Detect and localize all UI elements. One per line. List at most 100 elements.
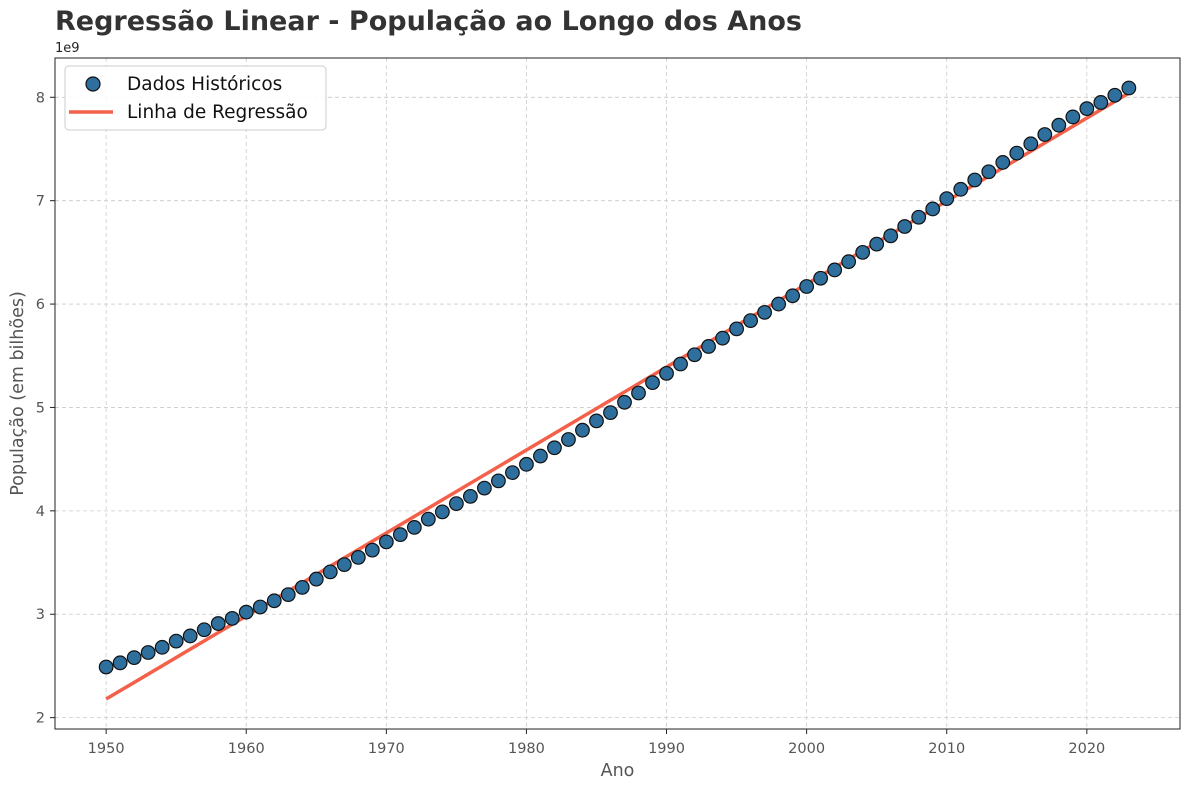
data-point-2013	[981, 164, 997, 180]
data-point-1974	[434, 504, 450, 520]
data-point-2005	[869, 236, 885, 252]
data-point-1981	[533, 448, 548, 464]
y-axis-label: População (em bilhões)	[8, 291, 28, 496]
data-point-2021	[1093, 95, 1109, 110]
y-tick-label-2: 2	[36, 711, 45, 727]
data-point-2019	[1065, 109, 1081, 125]
data-point-2022	[1107, 87, 1123, 103]
data-point-1952	[126, 650, 142, 666]
x-tick-label-1960: 1960	[228, 741, 265, 757]
data-point-1977	[477, 480, 492, 496]
data-point-1982	[547, 440, 562, 456]
x-tick-label-1980: 1980	[508, 741, 545, 757]
data-points	[98, 80, 1137, 675]
data-point-1985	[589, 413, 604, 429]
data-point-2002	[827, 262, 843, 278]
y-tick-label-4: 4	[36, 504, 45, 520]
data-point-2012	[967, 172, 983, 188]
data-point-1962	[266, 593, 282, 609]
data-point-2016	[1023, 136, 1039, 152]
data-point-2007	[897, 219, 913, 234]
data-point-1953	[140, 645, 156, 660]
data-point-1950	[98, 659, 114, 675]
y-tick-label-6: 6	[36, 297, 45, 313]
data-point-1983	[561, 432, 576, 447]
y-tick-label-8: 8	[36, 90, 45, 106]
x-tick-label-1950: 1950	[88, 741, 125, 757]
data-point-1973	[420, 511, 436, 527]
data-point-1959	[224, 610, 240, 626]
legend: Dados Históricos Linha de Regressão	[64, 65, 327, 131]
x-axis-label: Ano	[601, 761, 635, 781]
data-point-1975	[448, 496, 464, 512]
x-tick-label-1970: 1970	[368, 741, 405, 757]
data-point-1992	[687, 347, 702, 363]
data-point-1995	[729, 321, 744, 337]
data-point-1996	[743, 313, 758, 329]
data-point-2010	[939, 191, 955, 207]
data-point-1999	[785, 288, 801, 304]
data-point-2020	[1079, 101, 1095, 117]
data-point-1979	[505, 465, 520, 480]
data-point-1972	[406, 519, 422, 535]
data-point-2018	[1051, 117, 1067, 133]
data-point-1963	[280, 587, 296, 602]
data-point-2003	[841, 254, 857, 270]
y-tick-label-5: 5	[36, 400, 45, 416]
legend-box	[64, 65, 327, 131]
data-point-1978	[491, 473, 506, 489]
data-point-1961	[252, 599, 268, 615]
x-tick-label-2000: 2000	[788, 741, 825, 757]
data-point-1955	[168, 633, 184, 649]
plot-frame	[54, 57, 1181, 730]
x-tick-label-1990: 1990	[648, 741, 685, 757]
data-point-1969	[364, 542, 380, 558]
y-tick-label-3: 3	[36, 607, 45, 623]
data-point-1989	[645, 375, 660, 391]
data-point-1987	[617, 394, 632, 410]
legend-marker-dados-historicos	[85, 76, 101, 92]
data-point-1960	[238, 604, 254, 620]
legend-label-linha-regressao: Linha de Regressão	[127, 102, 308, 123]
data-point-2014	[995, 155, 1011, 170]
data-point-1997	[757, 304, 773, 320]
data-point-1991	[673, 356, 688, 372]
data-point-1956	[182, 628, 198, 644]
x-tick-label-2010: 2010	[928, 741, 965, 757]
data-point-2017	[1037, 127, 1053, 142]
data-point-2001	[813, 270, 829, 286]
data-point-1998	[771, 296, 787, 312]
data-point-1994	[715, 330, 730, 346]
chart-title: Regressão Linear - População ao Longo do…	[55, 6, 802, 37]
data-point-1958	[210, 616, 226, 631]
data-point-1971	[392, 527, 408, 543]
data-point-1993	[701, 339, 716, 354]
data-point-1957	[196, 622, 212, 638]
data-point-1976	[462, 488, 478, 504]
data-point-1965	[308, 571, 324, 587]
data-point-1964	[294, 579, 310, 595]
data-point-2011	[953, 181, 969, 197]
data-point-2006	[883, 228, 899, 244]
data-point-1951	[112, 655, 128, 671]
data-point-1967	[336, 557, 352, 573]
data-point-2023	[1121, 80, 1137, 96]
x-tick-label-2020: 2020	[1068, 741, 1105, 757]
data-point-1980	[519, 456, 534, 472]
data-point-1988	[631, 385, 646, 401]
data-point-2009	[925, 201, 941, 217]
legend-label-dados-historicos: Dados Históricos	[127, 74, 282, 95]
x-axis-ticks: 1950 1960 1970 1980 1990 2000 2010 2020	[88, 729, 1105, 757]
y-tick-label-7: 7	[36, 194, 45, 210]
data-point-2008	[911, 209, 927, 225]
data-point-1986	[603, 405, 618, 421]
data-point-2015	[1009, 145, 1025, 161]
grid-lines	[55, 58, 1180, 729]
data-point-1984	[575, 422, 590, 438]
data-point-1970	[378, 534, 394, 550]
y-axis-ticks: 2 3 4 5 6 7 8	[36, 90, 55, 727]
y-axis-offset-label: 1e9	[55, 41, 80, 56]
data-point-1990	[659, 365, 674, 381]
data-point-1954	[154, 639, 170, 655]
